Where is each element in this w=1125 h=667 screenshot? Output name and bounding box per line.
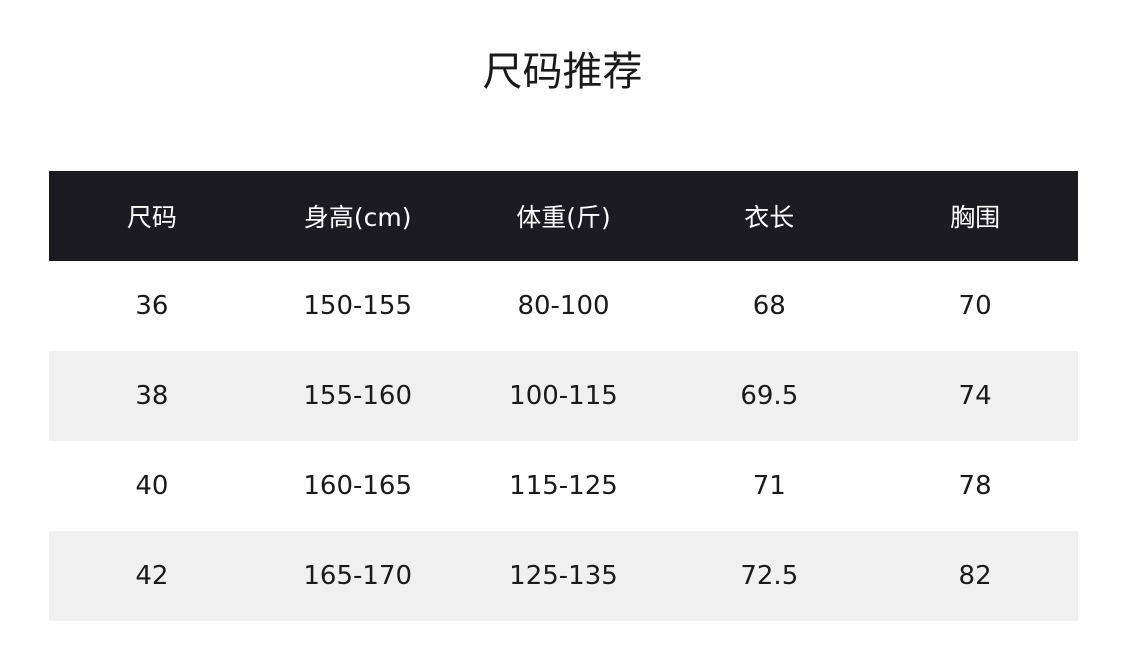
cell-height: 160-165 — [303, 471, 413, 501]
table-row: 40 160-165 115-125 71 78 — [49, 441, 1078, 531]
cell-height: 155-160 — [303, 381, 413, 411]
table-header-row: 尺码 身高(cm) 体重(斤) 衣长 胸围 — [49, 171, 1078, 261]
cell-weight: 100-115 — [509, 381, 618, 411]
header-length: 衣长 — [744, 203, 795, 232]
cell-length: 69.5 — [740, 381, 799, 411]
cell-length: 72.5 — [740, 561, 799, 591]
table-row: 38 155-160 100-115 69.5 74 — [49, 351, 1078, 441]
header-weight: 体重(斤) — [516, 203, 611, 232]
cell-bust: 82 — [958, 561, 992, 591]
cell-weight: 115-125 — [509, 471, 618, 501]
header-height: 身高(cm) — [303, 203, 412, 232]
cell-height: 165-170 — [303, 561, 413, 591]
table-row: 36 150-155 80-100 68 70 — [49, 261, 1078, 351]
size-table: 尺码 身高(cm) 体重(斤) 衣长 胸围 36 150-155 80-100 … — [49, 171, 1078, 621]
cell-length: 71 — [752, 471, 786, 501]
cell-size: 40 — [135, 471, 169, 501]
table-row: 42 165-170 125-135 72.5 82 — [49, 531, 1078, 621]
cell-weight: 80-100 — [517, 291, 610, 321]
header-size: 尺码 — [126, 203, 177, 232]
cell-length: 68 — [752, 291, 786, 321]
cell-bust: 78 — [958, 471, 992, 501]
cell-size: 38 — [135, 381, 169, 411]
cell-bust: 70 — [958, 291, 992, 321]
cell-height: 150-155 — [303, 291, 413, 321]
cell-size: 42 — [135, 561, 169, 591]
header-bust: 胸围 — [950, 203, 1001, 232]
cell-bust: 74 — [958, 381, 992, 411]
cell-weight: 125-135 — [509, 561, 618, 591]
cell-size: 36 — [135, 291, 169, 321]
page-title: 尺码推荐 — [482, 49, 643, 95]
